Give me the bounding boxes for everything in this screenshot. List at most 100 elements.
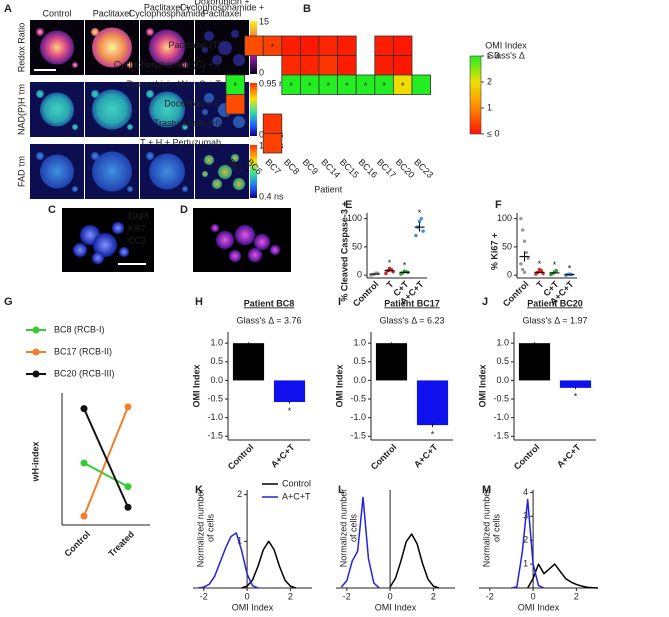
cell-blob xyxy=(40,30,74,65)
cell-blob xyxy=(91,28,99,36)
cell-blob xyxy=(91,90,99,98)
heat-cell xyxy=(374,55,394,76)
cell-blob xyxy=(182,186,188,192)
cell-blob xyxy=(233,116,245,128)
cell-blob xyxy=(112,222,124,234)
legend-label: BC17 (RCB-II) xyxy=(54,346,112,356)
x-tick-label: T xyxy=(385,279,396,290)
cell-blob xyxy=(149,91,185,128)
heat-cell xyxy=(392,35,413,56)
panel-label: M xyxy=(482,484,491,496)
x-tick-label: BC20 xyxy=(394,157,417,180)
data-point xyxy=(421,229,425,233)
significance-star: * xyxy=(327,81,331,91)
cell-blob xyxy=(92,27,132,68)
x-tick-label: 0 xyxy=(531,591,536,601)
y-tick-label: 0.5 xyxy=(353,356,366,366)
data-point xyxy=(419,216,423,221)
cell-blob xyxy=(204,31,214,41)
legend-label: BC20 (RCB-III) xyxy=(54,368,115,378)
x-tick-label: -2 xyxy=(200,591,208,601)
cell-blob xyxy=(40,154,74,189)
x-tick-label: A+C+T xyxy=(412,442,440,470)
significance-star: * xyxy=(288,406,292,416)
cell-blob xyxy=(235,225,255,245)
cell-blob xyxy=(212,55,222,65)
x-tick-label: -2 xyxy=(343,591,351,601)
row-label: Docetaxel + C xyxy=(164,99,221,109)
y-tick-label: -1.5 xyxy=(207,431,223,441)
cell-blob xyxy=(204,93,214,103)
y-tick-label: -1.5 xyxy=(350,431,366,441)
y-tick-label: 0 xyxy=(357,270,362,280)
density-curve xyxy=(527,563,599,589)
cell-blob xyxy=(40,92,74,127)
data-point xyxy=(539,268,543,273)
data-point xyxy=(384,271,388,276)
heat-cell xyxy=(411,74,432,95)
row-label: Doxorubicin (A) + C + T xyxy=(127,79,222,89)
channel-label: CC3 xyxy=(128,235,146,245)
colorbar xyxy=(250,83,257,136)
significance-star: * xyxy=(345,81,349,91)
y-tick-label: -1.0 xyxy=(493,412,509,422)
y-tick-label: 2 xyxy=(237,489,242,499)
x-tick-label: BC9 xyxy=(301,157,320,176)
heat-cell xyxy=(225,94,246,115)
x-tick-label: BC15 xyxy=(338,157,361,180)
data-point xyxy=(124,483,132,491)
y-tick-label: 0.5 xyxy=(496,356,509,366)
cell-blob xyxy=(72,62,78,68)
panel-label: L xyxy=(338,484,345,496)
data-point xyxy=(519,216,523,221)
x-tick-label: 0 xyxy=(388,591,393,601)
significance-star: * xyxy=(553,260,557,270)
heat-cell xyxy=(281,35,301,56)
cell-blob xyxy=(182,124,188,130)
data-point xyxy=(417,219,422,224)
y-axis-label: Normalized number xyxy=(481,489,491,568)
bar xyxy=(416,380,449,426)
x-tick-label: BC17 xyxy=(375,157,398,180)
x-axis-label: Patient xyxy=(314,184,343,194)
density-curve xyxy=(198,532,259,589)
series-line xyxy=(83,462,129,488)
colorbar-title: Glass's Δ xyxy=(487,50,525,60)
x-axis-label: OMI Index xyxy=(518,602,560,612)
significance-star: * xyxy=(568,263,572,273)
cell-blob xyxy=(212,179,222,189)
y-tick-label: 100 xyxy=(347,213,362,223)
series-line xyxy=(83,406,129,517)
column-header: Cyclophosphamide + xyxy=(180,2,264,12)
significance-star: * xyxy=(431,429,435,439)
cell-blob xyxy=(202,47,208,53)
y-tick-label: 0 xyxy=(507,270,512,280)
cell-blob xyxy=(218,165,232,179)
heat-cell xyxy=(299,55,320,76)
heat-cell xyxy=(337,35,357,56)
cell-blob xyxy=(216,231,234,249)
data-point xyxy=(521,228,525,232)
y-tick-label: -0.5 xyxy=(207,393,223,403)
panel-label: D xyxy=(180,204,188,216)
y-axis-label: wH-index xyxy=(30,441,40,482)
y-tick-label: 0.0 xyxy=(210,375,223,385)
colorbar-label: 0.95 ns xyxy=(259,78,289,88)
cell-blob xyxy=(270,245,280,255)
cell-blob xyxy=(72,124,78,130)
x-tick-label: 2 xyxy=(288,591,293,601)
heat-cell xyxy=(262,133,283,154)
density-curve xyxy=(340,496,380,589)
panel-label: B xyxy=(303,3,311,15)
data-point xyxy=(522,239,527,243)
row-label: NAD(P)H τm xyxy=(16,84,26,135)
y-tick-label: -0.5 xyxy=(493,393,509,403)
y-tick-label: 50 xyxy=(352,241,362,251)
cell-blob xyxy=(211,224,219,232)
annotation: Glass's Δ = 6.23 xyxy=(379,315,444,325)
y-tick-label: 0.0 xyxy=(496,375,509,385)
x-tick-label: T xyxy=(535,279,546,290)
cell-blob xyxy=(202,171,208,177)
